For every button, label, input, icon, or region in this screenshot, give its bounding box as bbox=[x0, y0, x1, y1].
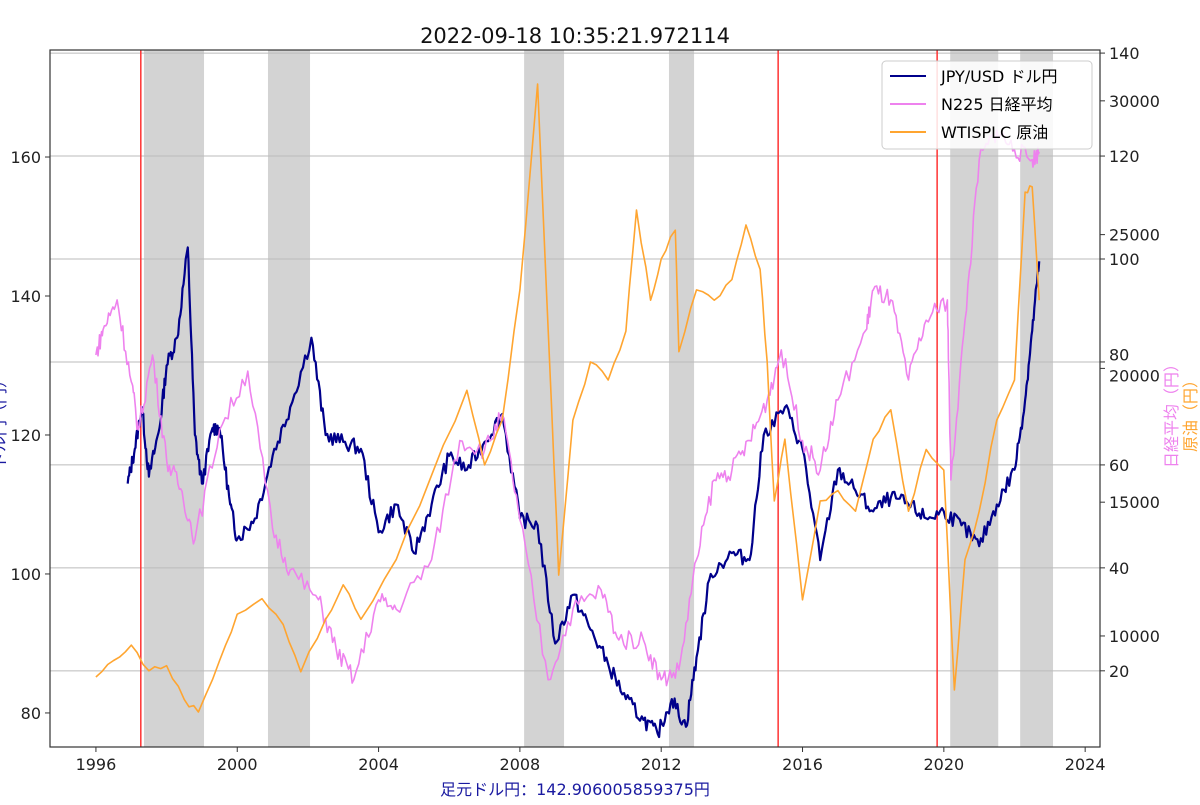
left-tick-label: 100 bbox=[10, 565, 41, 584]
x-tick-label: 2020 bbox=[923, 755, 964, 774]
shaded-band bbox=[950, 50, 999, 747]
shaded-band bbox=[143, 50, 205, 747]
series-line-nikkei bbox=[95, 129, 1040, 687]
oil-tick-label: 80 bbox=[1109, 346, 1129, 365]
x-tick-label: 2004 bbox=[358, 755, 399, 774]
left-tick-label: 120 bbox=[10, 426, 41, 445]
nikkei-tick-label: 30000 bbox=[1109, 92, 1160, 111]
nikkei-tick-label: 25000 bbox=[1109, 226, 1160, 245]
series-line-jpy bbox=[126, 246, 1041, 739]
chart-title: 2022-09-18 10:35:21.972114 bbox=[420, 24, 730, 48]
left-axis-label: ドル円（円） bbox=[0, 372, 9, 468]
oil-tick-label: 140 bbox=[1109, 44, 1140, 63]
left-tick-label: 140 bbox=[10, 287, 41, 306]
left-tick-label: 160 bbox=[10, 148, 41, 167]
left-tick-label: 80 bbox=[21, 704, 41, 723]
oil-axis-label: 原油（円） bbox=[1181, 372, 1200, 452]
x-tick-label: 2012 bbox=[641, 755, 682, 774]
shaded-band bbox=[668, 50, 695, 747]
x-tick-label: 2000 bbox=[217, 755, 258, 774]
x-tick-label: 2024 bbox=[1065, 755, 1106, 774]
shaded-band bbox=[267, 50, 311, 747]
oil-tick-label: 60 bbox=[1109, 456, 1129, 475]
oil-tick-label: 100 bbox=[1109, 250, 1140, 269]
legend: JPY/USD ドル円 N225 日経平均 WTISPLC 原油 bbox=[881, 60, 1093, 150]
oil-tick-label: 40 bbox=[1109, 559, 1129, 578]
legend-label-oil: WTISPLC 原油 bbox=[941, 123, 1048, 142]
oil-tick-label: 120 bbox=[1109, 147, 1140, 166]
shaded-band bbox=[524, 50, 565, 747]
nikkei-axis-label: 日経平均（円） bbox=[1162, 356, 1181, 468]
plot-frame bbox=[49, 49, 1101, 748]
x-tick-label: 2016 bbox=[782, 755, 823, 774]
oil-tick-label: 20 bbox=[1109, 662, 1129, 681]
legend-label-nikkei: N225 日経平均 bbox=[941, 95, 1053, 114]
nikkei-tick-label: 20000 bbox=[1109, 367, 1160, 386]
nikkei-tick-label: 10000 bbox=[1109, 627, 1160, 646]
legend-label-jpy: JPY/USD ドル円 bbox=[940, 67, 1057, 86]
nikkei-tick-label: 15000 bbox=[1109, 493, 1160, 512]
x-tick-label: 1996 bbox=[76, 755, 117, 774]
x-axis-label: 足元ドル円：142.906005859375円 bbox=[440, 780, 710, 799]
x-tick-label: 2008 bbox=[500, 755, 541, 774]
series-line-oil bbox=[95, 83, 1040, 713]
